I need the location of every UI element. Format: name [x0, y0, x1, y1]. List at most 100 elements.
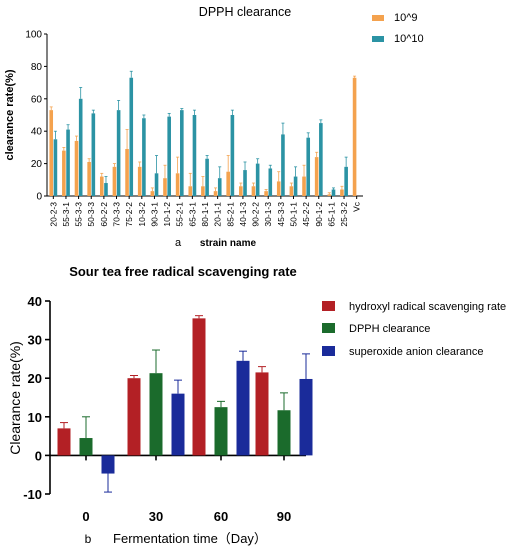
chart-a-bar [213, 191, 218, 196]
chart-a-x-tick-label: 10-3-2 [137, 202, 147, 227]
chart-a-bar [167, 116, 171, 196]
chart-a-x-tick-label: 50-1-1 [288, 202, 298, 227]
chart-a-bar [125, 149, 129, 196]
chart-a-bar [116, 110, 121, 196]
chart-a-y-tick-label: 100 [25, 30, 42, 41]
chart-a-y-tick-label: 0 [36, 192, 42, 203]
chart-b-bar [236, 360, 250, 456]
chart-a-title: DPPH clearance [199, 5, 291, 19]
chart-a-bar [104, 183, 108, 196]
chart-a-bar [53, 139, 58, 196]
chart-a-bar [99, 176, 104, 196]
chart-a-x-tick-label: 40-1-3 [238, 202, 248, 227]
chart-b-legend-swatch [322, 323, 335, 333]
chart-b-title: Sour tea free radical scavenging rate [69, 264, 297, 279]
chart-a-bar [91, 113, 96, 196]
chart-a-bar [150, 191, 155, 196]
chart-b-x-tick-label: 30 [149, 509, 163, 524]
chart-a-bar [340, 189, 344, 196]
chart-a-x-tick-label: 55-3-3 [74, 202, 84, 227]
chart-b-x-tick-label: 90 [277, 509, 291, 524]
chart-b-bar [192, 318, 206, 456]
chart-a-bar [268, 168, 273, 196]
chart-b-panel-label: b [85, 532, 92, 546]
chart-a-xlabel: strain name [200, 238, 257, 249]
chart-a-bar [163, 178, 167, 196]
chart-a-x-tick-label: 20-2-3 [48, 202, 58, 227]
chart-a-bar [74, 140, 79, 196]
chart-a-y-tick-label: 40 [31, 127, 43, 138]
chart-a-bar [319, 123, 323, 196]
chart-a-x-tick-label: 65-3-1 [187, 202, 197, 227]
chart-a-bar [201, 186, 205, 196]
chart-a-bar [243, 170, 247, 196]
chart-a-x-tick-label: 55-2-1 [175, 202, 185, 227]
chart-b-bar [214, 407, 228, 456]
chart-b: -10 0 10 20 30 40 0 30 60 90 hydroxyl radical scav… [23, 294, 506, 524]
chart-a-x-tick-label: 30-1-3 [263, 202, 273, 227]
chart-a-bar [62, 150, 66, 196]
chart-a-x-tick-label: 25-3-2 [339, 202, 349, 227]
chart-a-legend-label: 10^9 [394, 12, 418, 24]
chart-a: 0 20 40 60 80 100 20-2-3 55-3-1 55-3-3 50-3-3 60-2… [25, 12, 423, 227]
chart-a-x-tick-label: 75-2-2 [124, 202, 134, 227]
chart-a-x-tick-label: 60-2-2 [99, 202, 109, 227]
chart-b-x-tick-label: 60 [214, 509, 228, 524]
chart-a-bar [281, 134, 285, 196]
chart-a-bar [154, 173, 159, 196]
chart-a-x-tick-label: 45-3-3 [276, 202, 286, 227]
chart-a-x-tick-label: 10-1-2 [162, 202, 172, 227]
chart-a-bar [188, 186, 193, 196]
chart-b-legend-swatch [322, 301, 335, 311]
chart-a-bar [87, 161, 91, 196]
chart-a-x-tick-label: 90-1-2 [314, 202, 324, 227]
chart-a-x-tick-label: 70-3-3 [112, 202, 122, 227]
chart-a-x-tick-label: 85-2-1 [225, 202, 235, 227]
chart-a-bar [264, 191, 268, 196]
chart-a-bar [175, 173, 180, 196]
chart-b-legend-label: superoxide anion clearance [349, 346, 484, 358]
chart-a-bar [306, 137, 311, 196]
chart-b-bar [101, 455, 115, 474]
chart-a-x-tick-label: 90-2-2 [251, 202, 261, 227]
chart-a-bar [352, 77, 357, 196]
chart-a-x-tick-label: 55-3-1 [61, 202, 71, 227]
chart-b-y-tick-label: 30 [28, 333, 42, 348]
chart-a-bar [255, 163, 260, 196]
chart-a-bar [66, 129, 70, 196]
chart-a-bar [112, 166, 117, 196]
chart-b-bar [299, 378, 313, 456]
chart-a-bar [331, 189, 336, 196]
chart-a-y-tick-label: 20 [31, 159, 43, 170]
chart-a-bar [129, 77, 134, 196]
chart-a-bar [314, 157, 319, 196]
chart-a-x-tick-label: 20-1-1 [213, 202, 223, 227]
chart-a-legend-swatch [372, 15, 384, 21]
chart-a-legend-swatch [372, 36, 384, 42]
chart-a-bar [142, 118, 146, 196]
chart-a-x-tick-label: 80-1-1 [200, 202, 210, 227]
chart-a-bar [49, 110, 54, 196]
chart-a-bar [289, 186, 294, 196]
chart-a-bar [230, 115, 235, 196]
chart-a-panel-label: a [175, 237, 182, 249]
chart-a-x-tick-label: 90-3-1 [149, 202, 159, 227]
chart-b-y-tick-label: 10 [28, 410, 42, 425]
chart-a-bar [137, 166, 142, 196]
chart-a-x-tick-label: Vc [352, 201, 362, 212]
chart-b-xlabel: Fermentation time（Day） [113, 531, 267, 546]
chart-b-bar [79, 438, 93, 456]
chart-b-x-tick-label: 0 [82, 509, 89, 524]
chart-b-y-tick-label: 20 [28, 371, 42, 386]
chart-a-bar [344, 166, 348, 196]
chart-a-bar [180, 110, 184, 196]
chart-a-bar [239, 186, 243, 196]
chart-b-bar [57, 428, 71, 456]
chart-a-bar [226, 171, 230, 196]
chart-a-ylabel: clearance rate(%) [4, 69, 16, 160]
chart-b-legend-label: DPPH clearance [349, 323, 430, 335]
chart-a-legend-label: 10^10 [394, 33, 424, 45]
chart-b-bar [277, 410, 291, 456]
chart-a-bar [327, 194, 332, 196]
